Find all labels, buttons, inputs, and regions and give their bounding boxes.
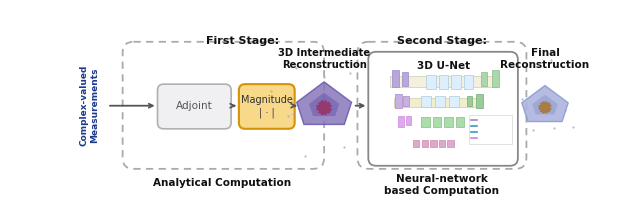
Bar xyxy=(433,117,441,126)
Polygon shape xyxy=(538,101,552,114)
Text: Analytical Computation: Analytical Computation xyxy=(153,178,291,188)
Bar xyxy=(451,75,461,89)
Polygon shape xyxy=(522,86,568,121)
Bar xyxy=(467,96,472,106)
Bar xyxy=(439,75,448,89)
Text: Neural-network
based Computation: Neural-network based Computation xyxy=(385,174,499,196)
FancyBboxPatch shape xyxy=(157,84,231,129)
Bar xyxy=(463,75,473,89)
Bar xyxy=(397,117,404,127)
Text: Final
Reconstruction: Final Reconstruction xyxy=(500,48,589,70)
FancyBboxPatch shape xyxy=(368,52,518,166)
Text: Complex-valued
Measurements: Complex-valued Measurements xyxy=(79,65,99,146)
Bar xyxy=(422,139,428,147)
Bar xyxy=(402,72,408,86)
Polygon shape xyxy=(316,100,333,116)
Polygon shape xyxy=(309,93,339,116)
Text: First Stage:: First Stage: xyxy=(206,36,279,46)
Bar xyxy=(413,139,419,147)
Bar xyxy=(430,139,436,147)
Bar xyxy=(403,96,408,106)
Bar xyxy=(390,77,497,87)
Bar xyxy=(444,117,452,126)
Text: 3D Intermediate
Reconstruction: 3D Intermediate Reconstruction xyxy=(278,48,370,70)
Bar xyxy=(395,94,402,108)
Bar xyxy=(421,96,431,107)
Bar xyxy=(447,139,454,147)
Text: Adjoint: Adjoint xyxy=(176,101,212,112)
Text: Second Stage:: Second Stage: xyxy=(397,36,487,46)
Bar xyxy=(435,96,445,107)
Text: Magnitude
| · |: Magnitude | · | xyxy=(241,95,292,117)
Bar xyxy=(421,117,429,126)
Bar xyxy=(392,70,399,87)
Text: 3D U-Net: 3D U-Net xyxy=(417,61,470,71)
Bar xyxy=(476,94,483,108)
Bar xyxy=(481,72,487,86)
Bar xyxy=(394,98,479,107)
Bar xyxy=(439,139,445,147)
FancyBboxPatch shape xyxy=(239,84,294,129)
Bar xyxy=(426,75,436,89)
Polygon shape xyxy=(532,95,557,114)
Bar xyxy=(406,117,411,125)
Bar xyxy=(469,115,511,144)
Bar xyxy=(492,70,499,87)
Bar xyxy=(456,117,465,126)
Polygon shape xyxy=(297,82,351,125)
Bar xyxy=(449,96,459,107)
